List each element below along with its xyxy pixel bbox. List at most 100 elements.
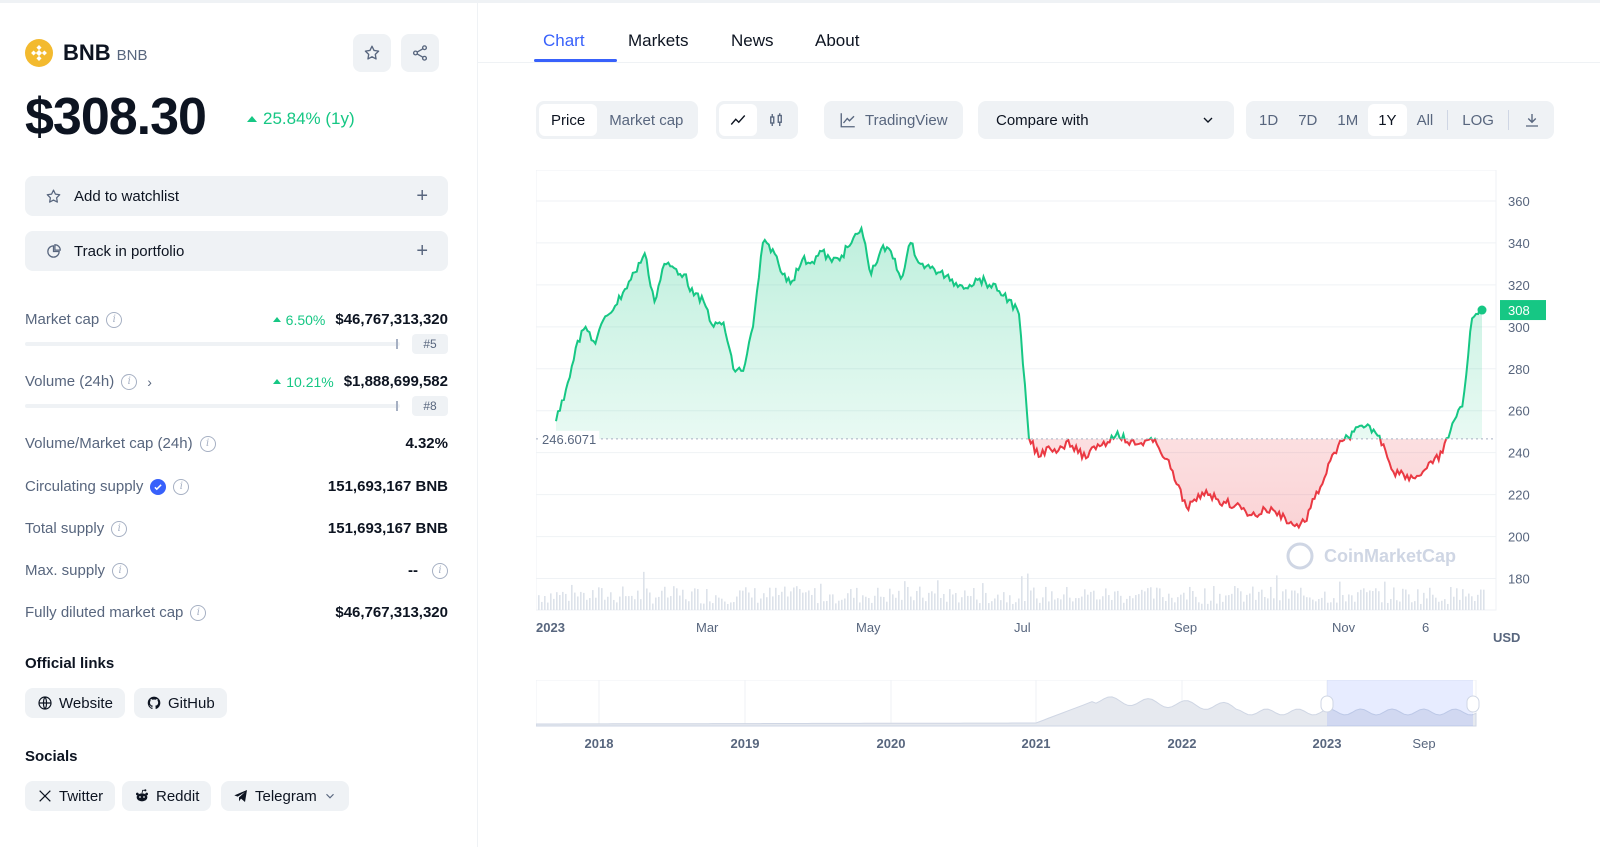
info-icon[interactable]: i (173, 478, 190, 495)
active-tab-indicator (534, 59, 617, 62)
volume-bar (1162, 597, 1164, 610)
volume-bar (757, 602, 759, 610)
volume-bar (667, 597, 669, 610)
volume-bar (601, 588, 603, 610)
volume-bar (898, 590, 900, 610)
volume-bar (856, 587, 858, 610)
volume-bar (625, 596, 627, 610)
volume-bar (901, 599, 903, 610)
info-icon[interactable]: i (106, 311, 123, 328)
chevron-right-icon[interactable]: › (147, 373, 152, 390)
volume-bar (1420, 603, 1422, 610)
volume-bar (1033, 587, 1035, 610)
volume-bar (1072, 601, 1074, 610)
volume-bar (1474, 600, 1476, 610)
telegram-dropdown[interactable]: Telegram (221, 781, 349, 811)
reddit-link[interactable]: Reddit (122, 781, 212, 811)
tab-about[interactable]: About (815, 31, 860, 50)
volume-bar (1477, 594, 1479, 610)
twitter-link[interactable]: Twitter (25, 781, 116, 811)
volume-bar (562, 591, 564, 610)
volume-bar (685, 599, 687, 610)
volume-change: 10.21% (273, 374, 334, 390)
volume-bar (949, 589, 951, 610)
line-chart-button[interactable] (719, 104, 757, 136)
navigator-selection (1327, 680, 1473, 726)
price-change-1y: 25.84% (1y) (247, 109, 355, 129)
range-7d-button[interactable]: 7D (1298, 111, 1318, 129)
range-all-button[interactable]: All (1416, 111, 1434, 129)
volume-bar (1093, 590, 1095, 610)
track-in-portfolio-button[interactable]: Track in portfolio + (25, 231, 448, 271)
circulating-label: Circulating supply i (25, 478, 190, 495)
tab-markets[interactable]: Markets (628, 31, 689, 50)
range-1m-button[interactable]: 1M (1337, 111, 1359, 129)
market-cap-toggle[interactable]: Market cap (609, 111, 684, 129)
chart-navigator[interactable]: 2018 2019 2020 2021 2022 2023 Sep (535, 679, 1496, 751)
price-chart[interactable]: 180 200 220 240 260 280 300 320 340 360 246.6071 30… (535, 169, 1556, 670)
volume-bar (868, 598, 870, 610)
volume-bar (1024, 600, 1026, 610)
volume-bar (1165, 600, 1167, 610)
info-icon[interactable]: i (121, 373, 138, 390)
volume-bar (604, 599, 606, 610)
info-icon[interactable]: i (112, 562, 129, 579)
volume-bar (1006, 602, 1008, 610)
compare-with-dropdown[interactable]: Compare with (978, 101, 1234, 139)
candlestick-button[interactable] (757, 104, 795, 136)
download-button[interactable] (1513, 104, 1551, 136)
volume-bar (805, 592, 807, 610)
volume-bar (592, 590, 594, 610)
volume-bar (1039, 602, 1041, 610)
volume-bar (25, 404, 400, 408)
volume-bar (1048, 601, 1050, 610)
navigator-year-label: 2022 (1168, 736, 1197, 750)
volume-bar (1285, 589, 1287, 610)
volume-bar (691, 591, 693, 610)
volume-bar (1453, 596, 1455, 610)
github-link[interactable]: GitHub (134, 688, 227, 718)
range-1d-button[interactable]: 1D (1259, 111, 1279, 129)
info-icon[interactable]: i (190, 604, 207, 621)
tab-news[interactable]: News (731, 31, 774, 50)
volume-bar (730, 602, 732, 610)
volume-label[interactable]: Volume (24h) i › (25, 373, 152, 390)
price-toggle[interactable]: Price (539, 104, 598, 136)
tab-chart[interactable]: Chart (543, 31, 585, 50)
volume-bar (1369, 590, 1371, 610)
volume-bar (1243, 601, 1245, 610)
volume-bar (826, 600, 828, 610)
navigator-year-label: 2019 (731, 736, 760, 750)
tradingview-button[interactable]: TradingView (827, 104, 960, 136)
volume-bar (1222, 601, 1224, 610)
volume-bar (1381, 602, 1383, 610)
chevron-down-icon (1203, 117, 1213, 123)
info-icon[interactable]: i (432, 562, 448, 579)
volume-bar (1465, 596, 1467, 610)
volume-bar (751, 597, 753, 610)
volume-bar (1423, 592, 1425, 610)
volume-bar (1201, 603, 1203, 610)
volume-bar (1390, 598, 1392, 610)
volume-bar (1135, 595, 1137, 610)
volume-bar (712, 603, 714, 610)
coin-name: BNB (63, 40, 111, 65)
log-scale-button[interactable]: LOG (1462, 111, 1494, 129)
volume-bar (1186, 599, 1188, 610)
range-1y-button[interactable]: 1Y (1368, 104, 1407, 136)
add-to-watchlist-button[interactable]: Add to watchlist + (25, 176, 448, 216)
volume-bar (1483, 589, 1485, 610)
website-link[interactable]: Website (25, 688, 125, 718)
volume-bar (1429, 587, 1431, 610)
up-arrow-icon (273, 379, 282, 384)
download-icon (1525, 114, 1538, 127)
volume-bar (1204, 588, 1206, 610)
info-icon[interactable]: i (199, 435, 216, 452)
plus-icon: + (416, 184, 428, 207)
favorite-star-button[interactable] (353, 34, 391, 72)
volume-bar (1471, 596, 1473, 610)
share-button[interactable] (401, 34, 439, 72)
info-icon[interactable]: i (111, 520, 128, 537)
volume-bar (646, 588, 648, 610)
volume-bar (1309, 597, 1311, 610)
